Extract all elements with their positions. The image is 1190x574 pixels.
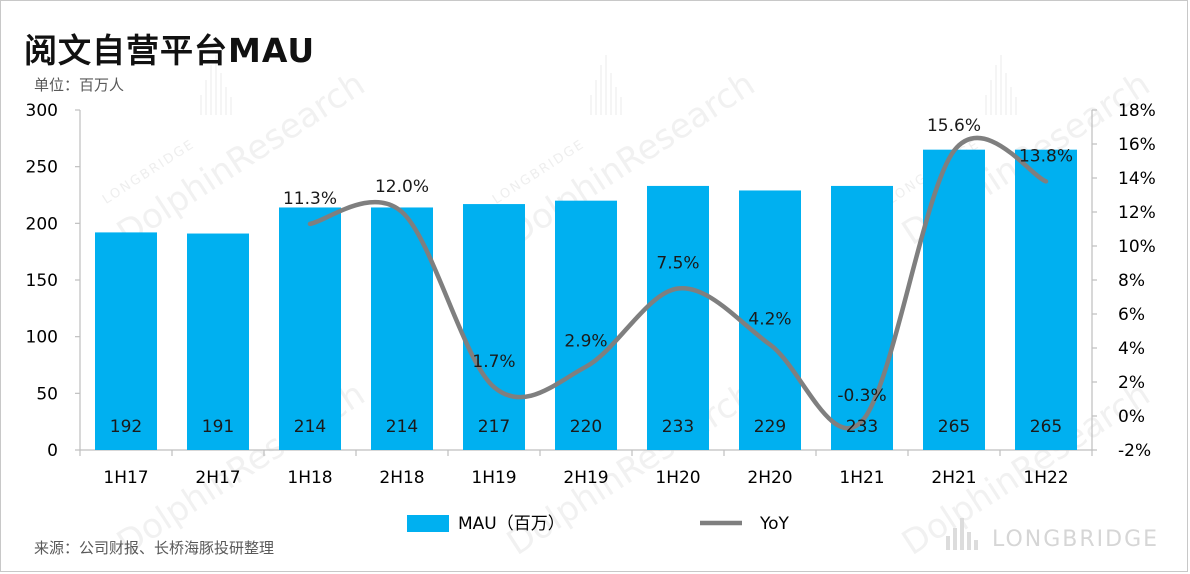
x-tick-label: 1H21 [839, 468, 884, 488]
yoy-value-label: 11.3% [283, 189, 337, 209]
legend-layer: MAU（百万） YoY [407, 514, 790, 534]
y2-tick-label: 8% [1118, 271, 1145, 291]
y-tick-label: 0 [47, 441, 58, 461]
x-tick-label: 1H19 [471, 468, 516, 488]
bar [739, 190, 801, 450]
yoy-value-label: 4.2% [748, 310, 791, 330]
x-tick-label: 1H22 [1023, 468, 1068, 488]
yoy-value-label: 13.8% [1019, 146, 1073, 166]
bar [463, 204, 525, 450]
watermark-bars-2 [985, 45, 1065, 115]
brand-logo-icon [946, 508, 986, 550]
x-tick-label: 2H21 [931, 468, 976, 488]
yoy-value-label: -0.3% [837, 386, 886, 406]
y-tick-label: 50 [36, 384, 58, 404]
yoy-value-label: 1.7% [472, 352, 515, 372]
y2-tick-label: 10% [1118, 237, 1156, 257]
x-tick-label: 2H20 [747, 468, 792, 488]
y2-tick-label: 2% [1118, 373, 1145, 393]
bars-layer [95, 149, 1077, 450]
bar-value-label: 265 [938, 417, 970, 437]
bar-value-label: 265 [1030, 417, 1062, 437]
y-tick-label: 100 [26, 328, 58, 348]
yoy-line [307, 135, 1049, 431]
bar-value-label: 191 [202, 417, 234, 437]
bar-value-label: 220 [570, 417, 602, 437]
y-tick-label: 300 [26, 101, 58, 121]
labels-layer: 192 191 214 214 217 220 233 229 233 265 265 11.3% 12… [110, 116, 1073, 437]
y2-tick-label: 16% [1118, 135, 1156, 155]
x-tick-label: 1H17 [103, 468, 148, 488]
y2-tick-label: 12% [1118, 203, 1156, 223]
y-tick-label: 150 [26, 271, 58, 291]
legend-label-mau: MAU（百万） [458, 514, 565, 534]
bar [371, 207, 433, 450]
y2-tick-label: 14% [1118, 169, 1156, 189]
bar-value-label: 233 [662, 417, 694, 437]
bar [279, 207, 341, 450]
bar-value-label: 214 [294, 417, 326, 437]
x-tick-label: 2H17 [195, 468, 240, 488]
x-tick-label: 2H18 [379, 468, 424, 488]
y2-tick-label: 6% [1118, 305, 1145, 325]
bar-value-label: 192 [110, 417, 142, 437]
yoy-value-label: 15.6% [927, 116, 981, 136]
legend-label-yoy: YoY [759, 514, 790, 534]
y-tick-label: 250 [26, 158, 58, 178]
y2-tick-label: -2% [1118, 441, 1151, 461]
watermark-bars-1 [590, 45, 670, 115]
yoy-value-label: 7.5% [656, 254, 699, 274]
brand-wordmark: LONGBRIDGE [992, 527, 1160, 552]
bar-value-label: 233 [846, 417, 878, 437]
chart-title: 阅文自营平台MAU [24, 31, 316, 70]
bar [1015, 149, 1077, 450]
line-layer [307, 135, 1049, 431]
x-tick-label: 1H18 [287, 468, 332, 488]
bar-value-label: 229 [754, 417, 786, 437]
unit-label: 单位：百万人 [34, 76, 125, 94]
bar-value-label: 217 [478, 417, 510, 437]
bar [187, 233, 249, 450]
source-note: 来源：公司财报、长桥海豚投研整理 [34, 539, 275, 557]
y2-tick-label: 0% [1118, 407, 1145, 427]
axes-layer: 0 50 100 150 200 250 300 -2% 0% 2% 4% 6% 8% 10% 12% 14%… [26, 101, 1156, 488]
legend-swatch-mau [407, 515, 449, 532]
bar [95, 232, 157, 450]
bar-value-label: 214 [386, 417, 418, 437]
y2-tick-label: 4% [1118, 339, 1145, 359]
watermark-bars-3 [200, 45, 280, 115]
bar [831, 185, 893, 450]
y2-tick-label: 18% [1118, 101, 1156, 121]
yoy-value-label: 12.0% [375, 177, 429, 197]
yoy-value-label: 2.9% [564, 332, 607, 352]
bar [647, 185, 709, 450]
bar [555, 200, 617, 450]
x-tick-label: 2H19 [563, 468, 608, 488]
x-tick-label: 1H20 [655, 468, 700, 488]
y-tick-label: 200 [26, 214, 58, 234]
